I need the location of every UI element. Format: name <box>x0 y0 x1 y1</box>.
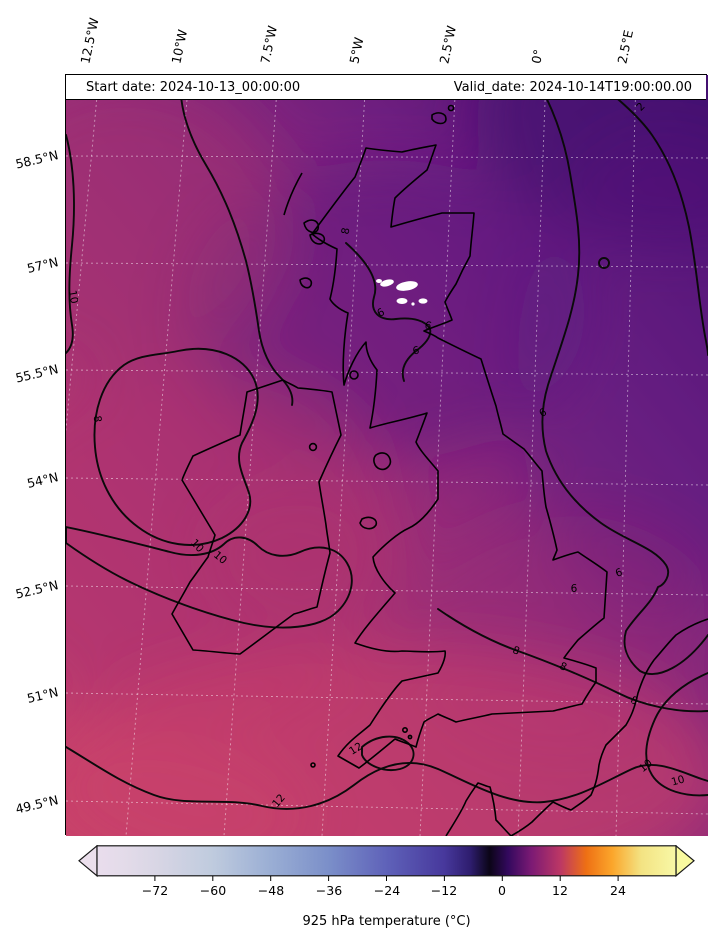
contour-line <box>533 75 708 675</box>
contour-label: 8 <box>628 694 639 708</box>
coastline-channel-island <box>407 734 413 740</box>
contour-line <box>361 735 415 771</box>
lake-lough-neagh <box>308 442 318 452</box>
map-canvas: Start date: 2024-10-13_00:00:00 Valid_da… <box>65 74 708 836</box>
lon-tick-label: 12.5°W <box>77 16 102 65</box>
contour-line <box>66 746 708 810</box>
temperature-shading-blobs <box>66 75 708 836</box>
contour-label: 8 <box>91 415 104 423</box>
colorbar-tick-label: −36 <box>315 883 343 898</box>
colorbar-tick-label: −12 <box>430 883 458 898</box>
coastline-france <box>445 618 708 836</box>
contour-label: 6 <box>423 319 433 332</box>
lat-tick-label: 52.5°N <box>13 577 60 602</box>
coastline-scilly <box>310 762 316 768</box>
contour-line <box>645 672 708 797</box>
coastline-mull <box>309 232 326 245</box>
snow-patches <box>376 279 428 306</box>
snow-patch <box>376 279 382 283</box>
contour-line <box>587 75 708 356</box>
coastline-hebrides <box>283 172 303 216</box>
contour-line <box>93 347 259 546</box>
valid-date-text: Valid_date: 2024-10-14T19:00:00.00 <box>453 79 692 95</box>
coastline-islay <box>299 277 313 289</box>
contour-label: 6 <box>571 583 578 595</box>
contour-label: 6 <box>614 566 625 580</box>
lat-tick-label: 49.5°N <box>13 792 60 817</box>
colorbar-tick-label: −72 <box>141 883 169 898</box>
coastline-isle-of-man <box>373 452 392 471</box>
coastline-ireland <box>171 379 342 655</box>
lat-tick-label: 57°N <box>25 254 60 276</box>
coastline-skye <box>303 219 320 234</box>
coastline-great-britain <box>311 144 608 769</box>
coastlines <box>171 104 708 836</box>
lat-tick-label: 55.5°N <box>13 361 60 386</box>
lon-tick-label: 0° <box>528 47 546 65</box>
contour-line <box>179 75 294 406</box>
colorbar-extend-left <box>78 844 98 878</box>
lat-tick-label: 58.5°N <box>13 147 60 172</box>
colorbar-tick-label: −48 <box>257 883 285 898</box>
colorbar-tick-label: −24 <box>373 883 401 898</box>
lon-tick-label: 2.5°W <box>436 24 460 66</box>
snow-patch <box>418 298 428 304</box>
contour-label: 8 <box>340 227 353 236</box>
contour-line <box>598 257 610 269</box>
lat-tick-label: 51°N <box>25 684 60 706</box>
colorbar-tick-label: −60 <box>199 883 227 898</box>
snow-patch <box>396 281 418 291</box>
colorbar-ticks <box>154 876 619 881</box>
lon-tick-label: 2.5°E <box>614 28 637 65</box>
contour-label: 6 <box>412 344 421 357</box>
contour-line <box>437 608 708 713</box>
start-date-text: Start date: 2024-10-13_00:00:00 <box>86 79 301 95</box>
lat-tick-label: 54°N <box>25 469 60 491</box>
snow-patch <box>411 302 415 306</box>
colorbar-tick-label: 0 <box>498 883 506 898</box>
colorbar-tick-label: 12 <box>552 883 568 898</box>
temperature-field: 10 8 10 10 12 12 6 6 6 2 6 6 6 8 8 8 10 … <box>66 75 708 836</box>
colorbar-body <box>96 845 677 877</box>
contour-label: 10 <box>66 289 80 304</box>
colorbar-tick-label: 24 <box>610 883 626 898</box>
contour-label: 8 <box>511 644 521 658</box>
contour-label: 10 <box>670 773 686 788</box>
lon-tick-label: 5°W <box>346 35 367 65</box>
snow-patch <box>380 279 394 287</box>
contour-label: 6 <box>537 406 549 420</box>
coastline-anglesey <box>359 516 378 530</box>
coastline-orkney <box>431 112 447 125</box>
lon-tick-label: 10°W <box>168 28 191 65</box>
colorbar-extend-right <box>675 844 695 878</box>
colorbar: −72 −60 −48 −36 −24 −12 0 12 24 925 hPa … <box>78 844 695 945</box>
lon-tick-label: 7.5°W <box>257 24 281 66</box>
contour-line <box>66 134 75 354</box>
title-bar: Start date: 2024-10-13_00:00:00 Valid_da… <box>66 75 706 100</box>
colorbar-gradient <box>78 844 695 881</box>
contour-label: 8 <box>557 660 568 674</box>
colorbar-title: 925 hPa temperature (°C) <box>302 914 471 929</box>
contour-line <box>66 526 353 629</box>
coastline-channel-island <box>401 726 408 733</box>
contour-lines <box>66 75 708 810</box>
snow-patch <box>396 298 408 304</box>
coastline-arran <box>349 370 359 380</box>
contour-line <box>345 242 432 382</box>
coastline-orkney <box>447 104 455 112</box>
